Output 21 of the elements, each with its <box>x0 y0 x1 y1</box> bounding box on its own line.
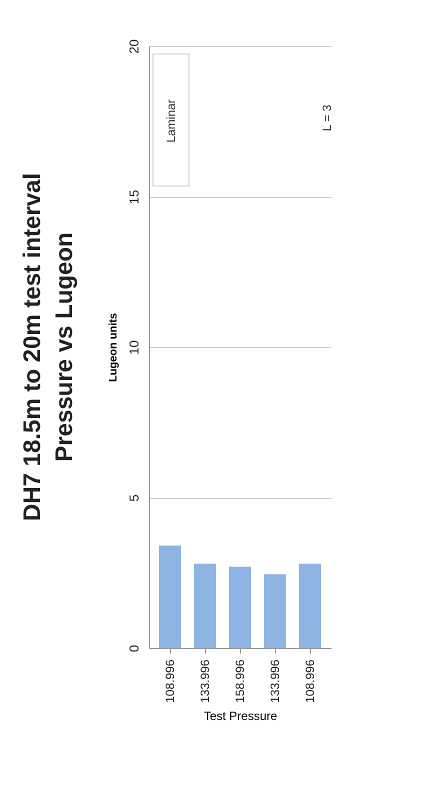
text: DH7 18.5m to 20m test interval <box>19 172 46 522</box>
x-tick-label: 133.996 <box>268 659 282 703</box>
x-tick-label: 158.996 <box>233 659 247 703</box>
bar <box>299 564 321 648</box>
bar <box>159 546 181 648</box>
x-tick-label: 133.996 <box>198 659 212 703</box>
bar <box>194 564 216 648</box>
bar <box>229 566 251 648</box>
y-tick-label: 0 <box>126 644 142 652</box>
x-axis-title: Test Pressure <box>204 708 278 723</box>
bar <box>264 574 286 648</box>
x-tick-label: 108.996 <box>163 659 177 703</box>
y-tick-label: 15 <box>126 190 142 204</box>
annotation: L = 3 <box>320 104 334 132</box>
y-tick-label: 20 <box>126 39 142 54</box>
y-tick-label: 5 <box>126 494 142 502</box>
y-axis-title: Lugeon units <box>108 312 120 382</box>
annotation: Laminar <box>164 99 178 143</box>
x-tick-label: 108.996 <box>303 659 317 703</box>
text: Pressure vs Lugeon <box>51 232 78 462</box>
y-tick-label: 10 <box>126 340 142 355</box>
